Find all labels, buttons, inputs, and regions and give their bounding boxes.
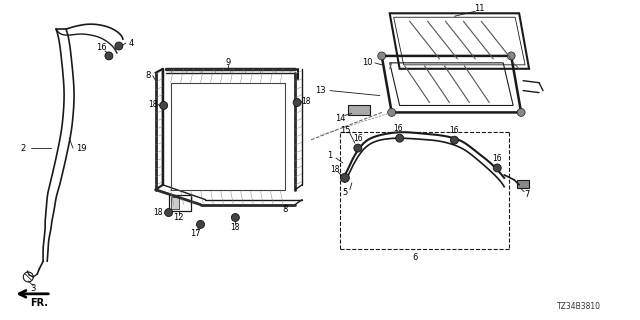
- Bar: [169, 195, 191, 211]
- Text: 16: 16: [393, 124, 403, 133]
- Text: 16: 16: [450, 126, 460, 135]
- Text: FR.: FR.: [30, 298, 48, 308]
- Bar: [348, 106, 370, 116]
- Circle shape: [196, 220, 205, 228]
- Circle shape: [340, 173, 349, 182]
- Text: 4: 4: [128, 38, 134, 48]
- Circle shape: [378, 52, 386, 60]
- Text: 10: 10: [362, 58, 373, 67]
- Text: 11: 11: [474, 4, 484, 13]
- Text: 17: 17: [190, 229, 201, 238]
- Text: 9: 9: [226, 58, 231, 67]
- Text: TZ34B3810: TZ34B3810: [557, 302, 601, 311]
- Circle shape: [354, 144, 362, 152]
- Text: 16: 16: [95, 44, 106, 52]
- Circle shape: [115, 42, 123, 50]
- Text: 18: 18: [153, 208, 163, 217]
- Text: 12: 12: [173, 213, 184, 222]
- Text: 8: 8: [282, 205, 288, 214]
- Text: 16: 16: [353, 134, 363, 143]
- Text: 6: 6: [412, 253, 417, 262]
- Text: 2: 2: [20, 144, 26, 153]
- Circle shape: [507, 52, 515, 60]
- Text: 18: 18: [301, 97, 311, 106]
- Circle shape: [396, 134, 404, 142]
- Circle shape: [493, 164, 501, 172]
- Text: 1: 1: [327, 150, 333, 160]
- Circle shape: [105, 52, 113, 60]
- Text: 18: 18: [148, 100, 157, 109]
- Circle shape: [388, 108, 396, 116]
- Bar: [171, 197, 179, 209]
- Text: 13: 13: [315, 86, 325, 95]
- Circle shape: [293, 99, 301, 107]
- Circle shape: [164, 209, 173, 217]
- Text: 18: 18: [330, 165, 340, 174]
- Text: 5: 5: [342, 188, 348, 197]
- Text: 14: 14: [335, 114, 345, 123]
- Text: 3: 3: [31, 284, 36, 293]
- Text: 18: 18: [230, 223, 240, 232]
- Text: 19: 19: [76, 144, 86, 153]
- Circle shape: [160, 101, 168, 109]
- Text: 16: 16: [492, 154, 502, 163]
- Circle shape: [451, 136, 458, 144]
- Text: 8: 8: [145, 71, 150, 80]
- Text: 15: 15: [340, 126, 350, 135]
- Circle shape: [232, 213, 239, 221]
- Bar: [517, 180, 529, 188]
- Text: 7: 7: [524, 190, 530, 199]
- Circle shape: [517, 108, 525, 116]
